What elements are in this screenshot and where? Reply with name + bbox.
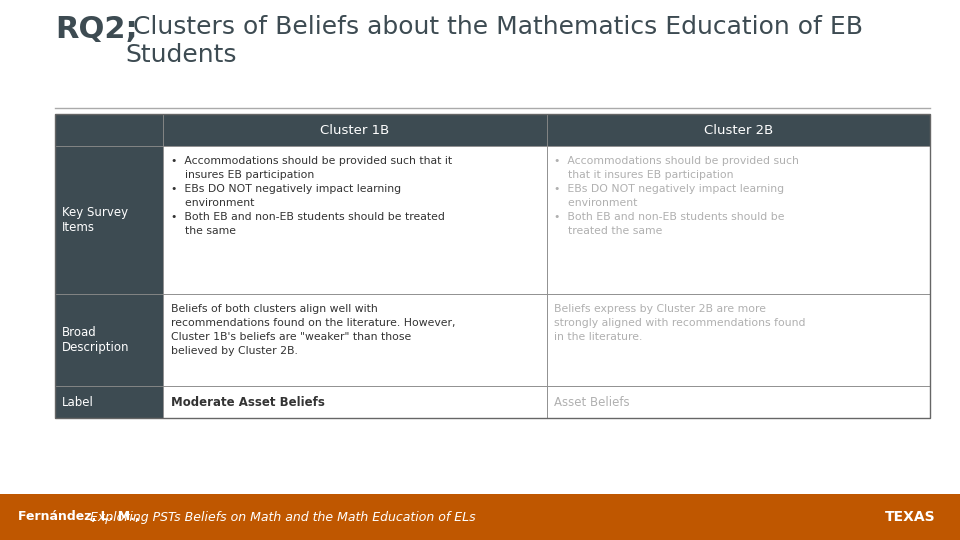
Text: Cluster 1B: Cluster 1B (320, 124, 390, 137)
Text: •  Accommodations should be provided such
    that it insures EB participation
•: • Accommodations should be provided such… (555, 156, 800, 236)
Text: Broad
Description: Broad Description (62, 326, 130, 354)
Bar (55, 114, 163, 146)
Bar (55, 114, 930, 418)
Text: Beliefs of both clusters align well with
recommendations found on the literature: Beliefs of both clusters align well with… (171, 304, 455, 356)
Text: Exploring PSTs Beliefs on Math and the Math Education of ELs: Exploring PSTs Beliefs on Math and the M… (90, 510, 475, 523)
Bar (55, 146, 163, 294)
Text: TEXAS: TEXAS (885, 510, 935, 524)
Text: Fernández, L. M.,: Fernández, L. M., (18, 510, 144, 523)
Bar (0, 494, 960, 540)
Text: Asset Beliefs: Asset Beliefs (555, 395, 630, 408)
Bar (163, 146, 546, 294)
Text: RQ2;: RQ2; (55, 15, 137, 44)
Bar (546, 114, 930, 146)
Text: Label: Label (62, 395, 94, 408)
Bar (163, 114, 546, 146)
Text: Clusters of Beliefs about the Mathematics Education of EB
Students: Clusters of Beliefs about the Mathematic… (125, 15, 863, 67)
Bar (163, 294, 546, 386)
Text: Key Survey
Items: Key Survey Items (62, 206, 128, 234)
Bar (546, 294, 930, 386)
Text: •  Accommodations should be provided such that it
    insures EB participation
•: • Accommodations should be provided such… (171, 156, 452, 236)
Text: Beliefs express by Cluster 2B are more
strongly aligned with recommendations fou: Beliefs express by Cluster 2B are more s… (555, 304, 806, 342)
Bar (546, 146, 930, 294)
Text: Cluster 2B: Cluster 2B (704, 124, 773, 137)
Bar (163, 386, 546, 418)
Text: Moderate Asset Beliefs: Moderate Asset Beliefs (171, 395, 324, 408)
Bar (546, 386, 930, 418)
Bar (55, 294, 163, 386)
Bar (55, 386, 163, 418)
